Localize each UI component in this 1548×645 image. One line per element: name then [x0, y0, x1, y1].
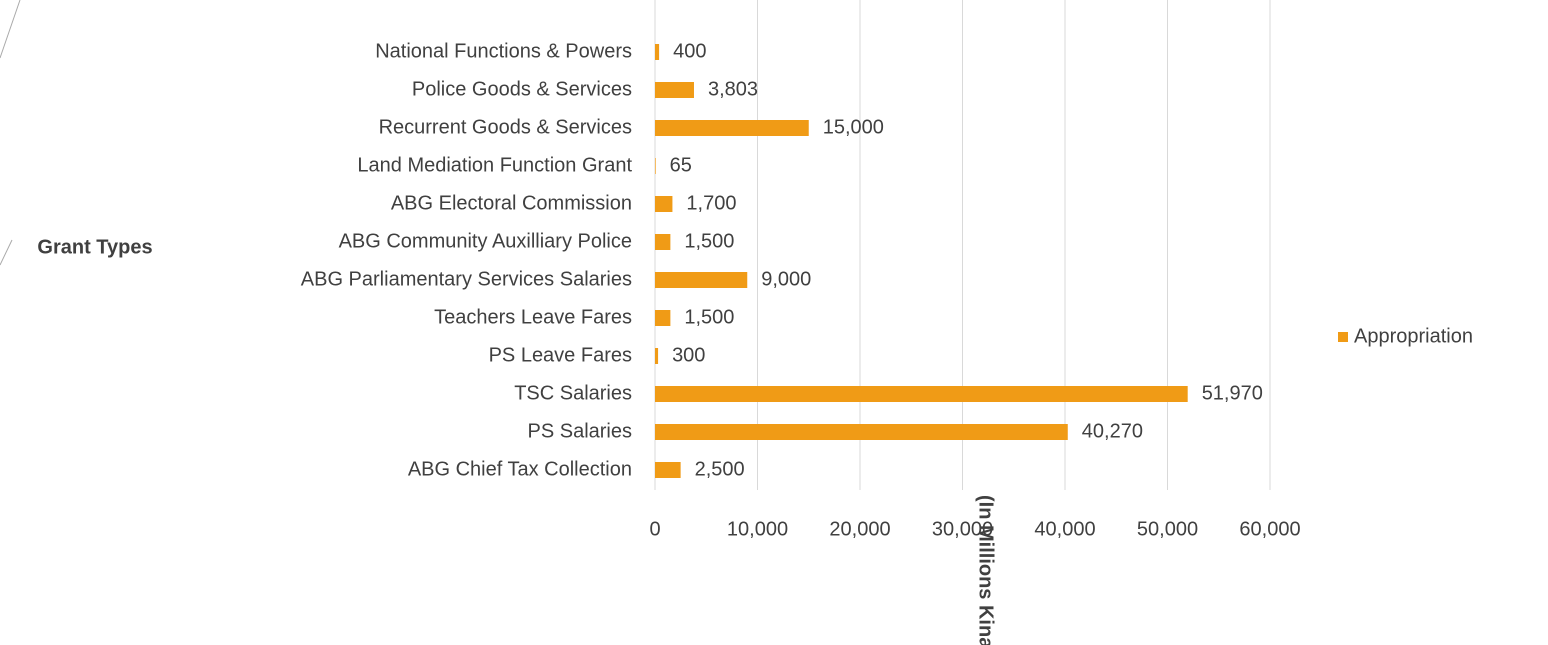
x-tick-label: 50,000 [1137, 518, 1198, 540]
x-axis-title: (In Millions Kina) [975, 495, 997, 645]
y-tick-label: Land Mediation Function Grant [357, 154, 632, 176]
data-label: 1,700 [686, 192, 736, 214]
y-tick-label: National Functions & Powers [375, 40, 632, 62]
y-axis-title: Grant Types [37, 236, 152, 258]
bar [655, 158, 656, 174]
legend-swatch [1338, 332, 1348, 342]
data-label: 2,500 [695, 458, 745, 480]
bar [655, 348, 659, 364]
data-label: 15,000 [823, 116, 884, 138]
x-tick-label: 0 [649, 518, 660, 540]
y-tick-label: PS Leave Fares [489, 344, 632, 366]
bar [655, 120, 809, 136]
data-label: 300 [672, 344, 705, 366]
x-tick-label: 30,000 [932, 518, 993, 540]
x-tick-label: 10,000 [727, 518, 788, 540]
bar [655, 462, 681, 478]
y-tick-label: ABG Parliamentary Services Salaries [301, 268, 632, 290]
y-tick-label: Police Goods & Services [412, 78, 632, 100]
bar [655, 424, 1068, 440]
data-label: 9,000 [761, 268, 811, 290]
y-tick-label: ABG Electoral Commission [391, 192, 632, 214]
x-tick-label: 40,000 [1034, 518, 1095, 540]
bar [655, 44, 660, 60]
data-label: 400 [673, 40, 706, 62]
data-label: 40,270 [1082, 420, 1143, 442]
data-label: 1,500 [684, 306, 734, 328]
decor-line [0, 0, 21, 59]
data-label: 51,970 [1202, 382, 1263, 404]
data-label: 65 [670, 154, 692, 176]
y-tick-label: PS Salaries [528, 420, 633, 442]
bar [655, 196, 673, 212]
bar [655, 234, 671, 250]
y-tick-label: ABG Chief Tax Collection [408, 458, 632, 480]
y-tick-label: Recurrent Goods & Services [379, 116, 632, 138]
y-tick-label: ABG Community Auxilliary Police [339, 230, 632, 252]
decor-line [0, 239, 13, 266]
y-tick-label: Teachers Leave Fares [434, 306, 632, 328]
x-tick-label: 60,000 [1239, 518, 1300, 540]
x-tick-label: 20,000 [829, 518, 890, 540]
data-label: 3,803 [708, 78, 758, 100]
bar [655, 310, 671, 326]
bar [655, 386, 1188, 402]
bar [655, 272, 748, 288]
bar [655, 82, 694, 98]
y-tick-label: TSC Salaries [514, 382, 632, 404]
legend-label: Appropriation [1354, 325, 1473, 347]
data-label: 1,500 [684, 230, 734, 252]
